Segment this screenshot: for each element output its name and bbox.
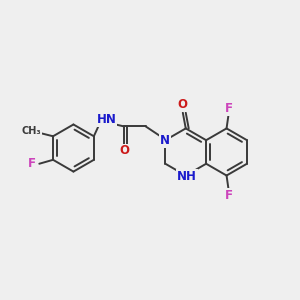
Text: CH₃: CH₃: [22, 126, 41, 136]
Text: F: F: [224, 102, 232, 115]
Text: NH: NH: [177, 170, 197, 183]
Text: HN: HN: [97, 113, 116, 126]
Text: F: F: [28, 157, 35, 170]
Text: N: N: [160, 134, 170, 147]
Text: F: F: [224, 189, 232, 202]
Text: O: O: [119, 145, 129, 158]
Text: O: O: [178, 98, 188, 111]
